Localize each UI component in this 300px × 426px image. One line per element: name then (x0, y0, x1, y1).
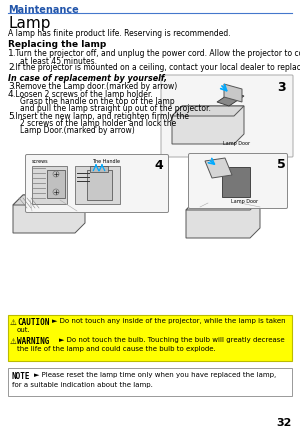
Text: .Turn the projector off, and unplug the power cord. Allow the projector to cool : .Turn the projector off, and unplug the … (13, 49, 300, 58)
Bar (222, 167, 250, 197)
Polygon shape (13, 195, 85, 233)
Text: 3: 3 (278, 81, 286, 94)
FancyBboxPatch shape (161, 75, 293, 157)
Text: screws: screws (32, 159, 49, 164)
Text: and pull the lamp straight up out of the projector.: and pull the lamp straight up out of the… (20, 104, 211, 113)
Bar (75, 166, 120, 204)
Text: for a suitable indication about the lamp.: for a suitable indication about the lamp… (12, 382, 153, 388)
Bar (47, 170, 65, 198)
Text: CAUTION: CAUTION (17, 318, 50, 327)
Text: ⚠: ⚠ (10, 337, 17, 346)
Text: .Loosen 2 screws of the lamp holder.: .Loosen 2 screws of the lamp holder. (13, 90, 153, 99)
Bar (90, 166, 108, 172)
Text: Lamp Door: Lamp Door (231, 199, 259, 204)
Text: Maintenance: Maintenance (8, 5, 79, 15)
Polygon shape (13, 195, 85, 205)
Text: 1: 1 (8, 49, 14, 58)
Text: In case of replacement by yourself,: In case of replacement by yourself, (8, 74, 167, 83)
Text: ► Please reset the lamp time only when you have replaced the lamp,: ► Please reset the lamp time only when y… (34, 372, 276, 378)
Text: 32: 32 (277, 418, 292, 426)
FancyBboxPatch shape (26, 155, 169, 213)
Text: 2: 2 (8, 63, 14, 72)
Text: WARNING: WARNING (17, 337, 50, 346)
Text: ⚠: ⚠ (10, 318, 17, 327)
Text: Lamp: Lamp (8, 16, 50, 31)
Text: 5: 5 (277, 158, 285, 171)
Polygon shape (186, 200, 260, 238)
Polygon shape (172, 106, 244, 144)
Text: The Handle: The Handle (92, 159, 120, 164)
Text: Lamp Door: Lamp Door (224, 141, 250, 146)
Text: ► Do not touch any inside of the projector, while the lamp is taken: ► Do not touch any inside of the project… (52, 318, 286, 324)
Text: 2 screws of the lamp holder and lock the: 2 screws of the lamp holder and lock the (20, 119, 176, 128)
FancyBboxPatch shape (188, 153, 287, 208)
Bar (8, 368, 292, 396)
Bar (87, 170, 112, 200)
Text: Replacing the lamp: Replacing the lamp (8, 40, 106, 49)
Text: 5: 5 (8, 112, 14, 121)
Text: ► Do not touch the bulb. Touching the bulb will greatly decrease: ► Do not touch the bulb. Touching the bu… (59, 337, 285, 343)
Text: Lamp Door.(marked by arrow): Lamp Door.(marked by arrow) (20, 126, 135, 135)
Bar (32, 166, 67, 204)
Text: .Remove the Lamp door.(marked by arrow): .Remove the Lamp door.(marked by arrow) (13, 82, 177, 91)
Polygon shape (217, 92, 244, 106)
Text: NOTE: NOTE (12, 372, 31, 381)
Text: 3: 3 (8, 82, 14, 91)
Polygon shape (224, 84, 242, 102)
Text: out.: out. (17, 327, 31, 333)
Text: the life of the lamp and could cause the bulb to explode.: the life of the lamp and could cause the… (17, 346, 216, 352)
Text: .If the projector is mounted on a ceiling, contact your local dealer to replace : .If the projector is mounted on a ceilin… (13, 63, 300, 72)
Polygon shape (172, 106, 244, 116)
Text: 4: 4 (8, 90, 14, 99)
Text: A lamp has finite product life. Reserving is recommended.: A lamp has finite product life. Reservin… (8, 29, 231, 38)
Text: 4: 4 (154, 159, 164, 172)
Polygon shape (186, 200, 260, 210)
Bar (8, 315, 292, 361)
Text: Grasp the handle on the top of the lamp: Grasp the handle on the top of the lamp (20, 97, 175, 106)
Text: at least 45 minutes.: at least 45 minutes. (20, 57, 97, 66)
Polygon shape (205, 158, 232, 178)
Text: .Insert the new lamp, and retighten firmly the: .Insert the new lamp, and retighten firm… (13, 112, 189, 121)
